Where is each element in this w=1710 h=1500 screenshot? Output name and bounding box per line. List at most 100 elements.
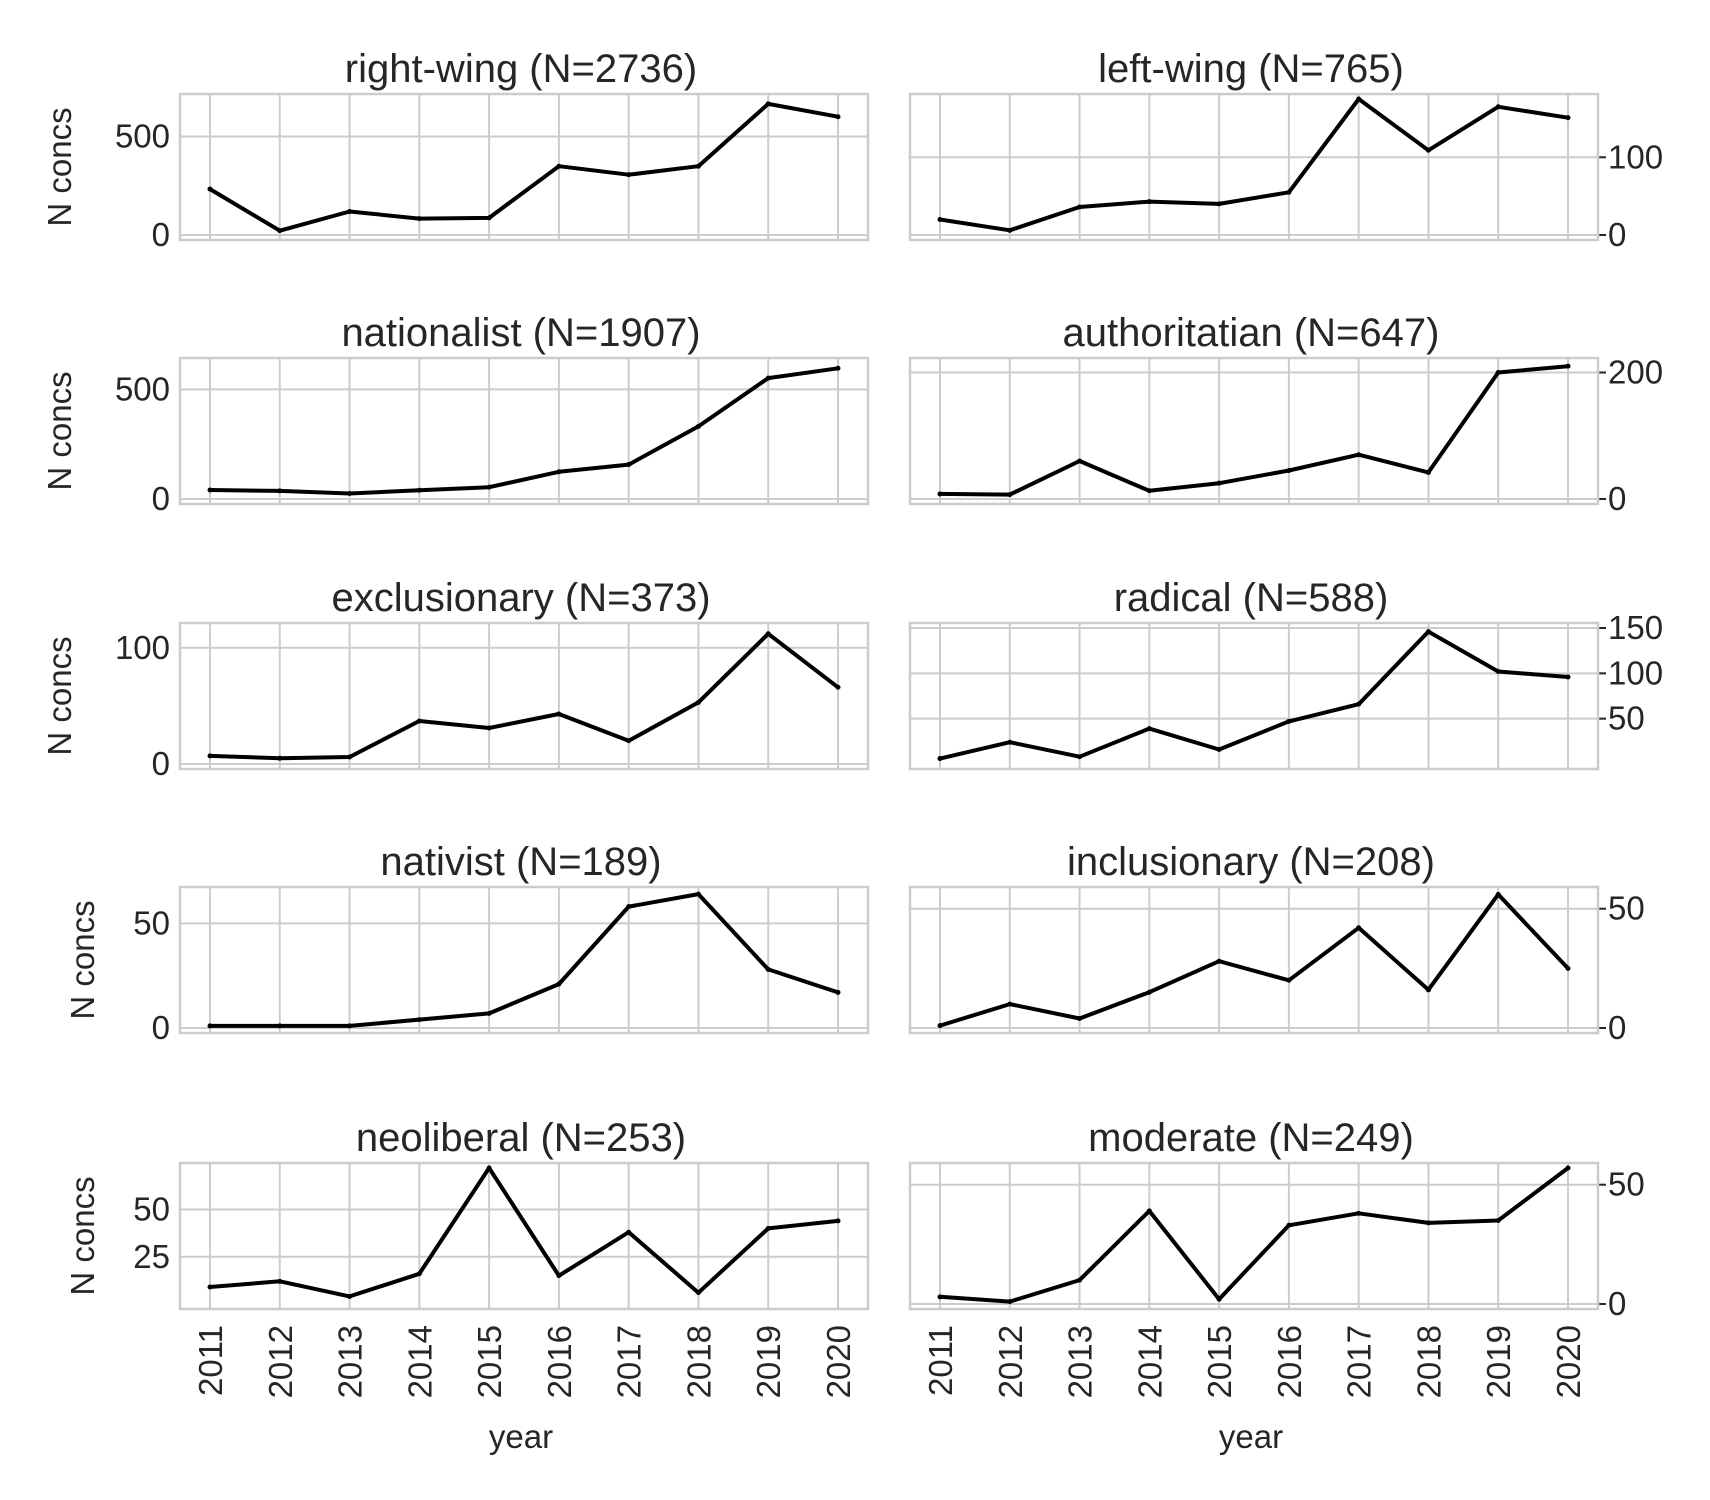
panel-title: inclusionary (N=208) xyxy=(1067,840,1435,884)
data-point xyxy=(347,754,353,760)
x-tick-label: 2020 xyxy=(820,1325,857,1398)
plot-area: 25 50 N concs 2011 2012 2013 2014 2015 2016 2017 2… xyxy=(64,1161,870,1398)
x-tick-label: 2020 xyxy=(1550,1325,1587,1398)
y-tick-label: 100 xyxy=(115,629,170,666)
data-point xyxy=(1495,891,1501,897)
y-tick-label: 50 xyxy=(133,904,170,941)
y-axis-label: N concs xyxy=(41,636,78,755)
data-point xyxy=(1146,488,1152,494)
y-tick-label: 0 xyxy=(152,216,170,253)
y-tick-label: 0 xyxy=(152,480,170,517)
data-point xyxy=(416,216,422,222)
data-point xyxy=(937,491,943,497)
y-tick-label: 0 xyxy=(1608,216,1626,253)
data-point xyxy=(1495,1217,1501,1223)
data-point xyxy=(1565,674,1571,680)
x-tick-label: 2017 xyxy=(611,1325,648,1398)
panel-title: neoliberal (N=253) xyxy=(356,1116,686,1160)
data-point xyxy=(1007,1001,1013,1007)
panel-title: right-wing (N=2736) xyxy=(345,47,697,91)
x-tick-label: 2015 xyxy=(471,1325,508,1398)
data-point xyxy=(416,487,422,493)
data-point xyxy=(1286,189,1292,195)
y-tick-label: 25 xyxy=(133,1238,170,1275)
panel-title: exclusionary (N=373) xyxy=(331,576,710,620)
data-point xyxy=(1286,468,1292,474)
y-tick-label: 0 xyxy=(1608,1009,1626,1046)
series-line xyxy=(210,892,839,1028)
data-point xyxy=(277,755,283,761)
data-point xyxy=(1077,204,1083,210)
plot-area: 0 100 N concs xyxy=(41,621,870,782)
series-line xyxy=(209,366,839,496)
panel-inclusionary: inclusionary (N=208) 0 50 xyxy=(908,840,1645,1046)
data-point xyxy=(626,738,632,744)
data-point xyxy=(1425,147,1431,153)
data-point xyxy=(486,215,492,221)
data-point xyxy=(1286,1222,1292,1228)
series-line xyxy=(939,97,1569,233)
x-tick-label: 2013 xyxy=(332,1325,369,1398)
data-point xyxy=(695,163,701,169)
data-point xyxy=(486,484,492,490)
data-point xyxy=(937,216,943,222)
data-point xyxy=(1565,115,1571,121)
data-point xyxy=(765,966,771,972)
data-point xyxy=(835,114,841,120)
panel-title: moderate (N=249) xyxy=(1088,1116,1414,1160)
data-point xyxy=(1356,452,1362,458)
data-point xyxy=(1216,1296,1222,1302)
panel-authoritatian: authoritatian (N=647) 0 200 xyxy=(908,311,1663,517)
data-point xyxy=(207,1023,213,1029)
data-point xyxy=(207,487,213,493)
series-line xyxy=(939,1166,1570,1304)
x-axis-label-left: year xyxy=(489,1418,553,1455)
data-point xyxy=(1077,458,1083,464)
plot-area: 0 500 N concs xyxy=(41,92,870,253)
data-point xyxy=(1356,96,1362,102)
y-tick-label: 0 xyxy=(1608,480,1626,517)
plot-area: 0 50 N concs xyxy=(64,885,870,1046)
data-point xyxy=(626,904,632,910)
data-point xyxy=(1495,369,1501,375)
data-point xyxy=(1425,629,1431,635)
data-point xyxy=(835,684,841,690)
series-line xyxy=(208,101,839,233)
data-point xyxy=(347,1023,353,1029)
data-point xyxy=(1007,227,1013,233)
data-point xyxy=(1007,1299,1013,1305)
data-point xyxy=(1565,965,1571,971)
x-tick-label: 2019 xyxy=(1480,1325,1517,1398)
data-point xyxy=(1216,480,1222,486)
x-tick-label: 2017 xyxy=(1341,1325,1378,1398)
data-point xyxy=(1356,925,1362,931)
data-point xyxy=(1216,746,1222,752)
data-point xyxy=(1495,104,1501,110)
x-axis-label-right: year xyxy=(1219,1418,1283,1455)
data-point xyxy=(765,631,771,637)
data-point xyxy=(347,209,353,215)
data-point xyxy=(416,1017,422,1023)
data-point xyxy=(1077,1277,1083,1283)
plot-area: 0 50 2011 2012 2013 2014 2015 2016 2017 2018 2019 2… xyxy=(908,1161,1645,1398)
data-point xyxy=(556,711,562,717)
data-point xyxy=(1495,669,1501,675)
x-tick-label: 2011 xyxy=(922,1325,959,1396)
data-point xyxy=(1077,1015,1083,1021)
plot-frame xyxy=(908,356,1600,506)
y-tick-label: 150 xyxy=(1608,609,1663,646)
panel-exclusionary: exclusionary (N=373) 0 100 N concs xyxy=(41,576,870,782)
data-point xyxy=(416,1271,422,1277)
plot-area: 0 50 xyxy=(908,885,1645,1046)
series-line xyxy=(209,631,840,761)
data-point xyxy=(835,989,841,995)
x-tick-label: 2013 xyxy=(1062,1325,1099,1398)
x-tick-label: 2016 xyxy=(541,1325,578,1398)
data-point xyxy=(1425,1220,1431,1226)
data-point xyxy=(937,1294,943,1300)
y-tick-label: 50 xyxy=(1608,890,1645,927)
y-tick-label: 50 xyxy=(1608,700,1645,737)
data-point xyxy=(626,172,632,178)
data-point xyxy=(835,1218,841,1224)
